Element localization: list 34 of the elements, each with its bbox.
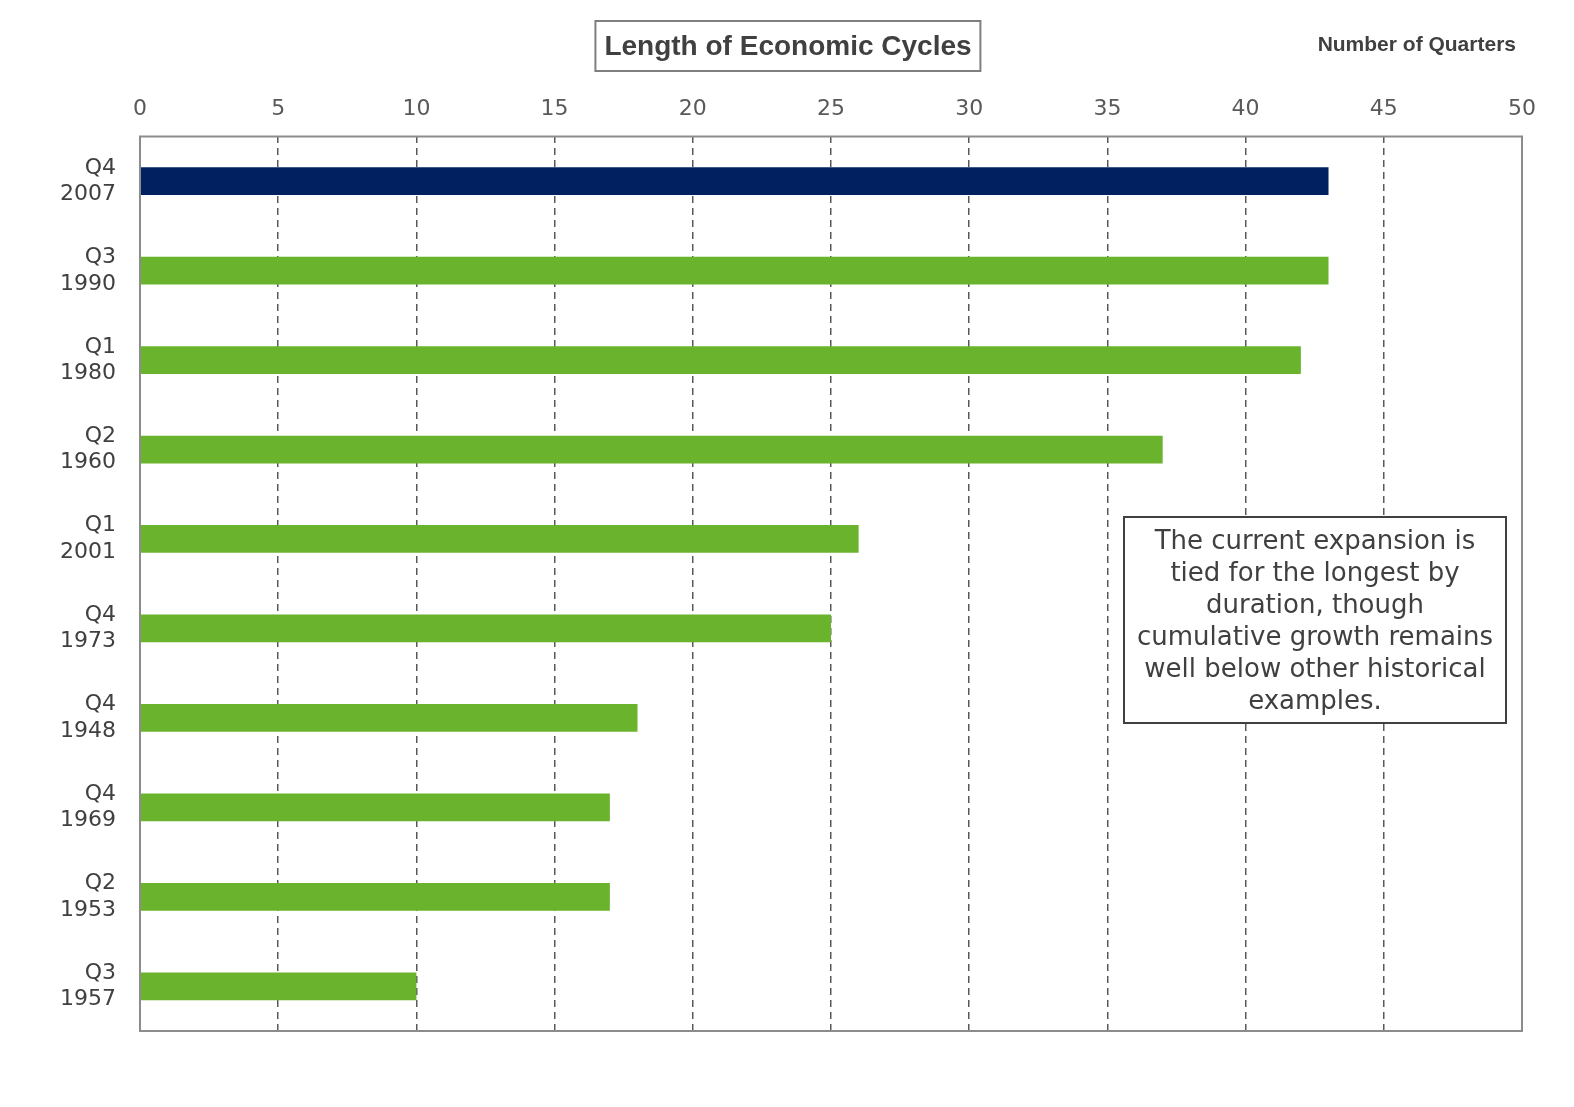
x-tick-label: 5 — [271, 94, 286, 120]
bar — [140, 256, 1329, 285]
x-tick-label: 20 — [678, 94, 707, 120]
x-tick-label: 15 — [540, 94, 569, 120]
bar — [140, 525, 859, 553]
bar — [140, 167, 1329, 195]
x-tick-label: 0 — [132, 94, 147, 120]
bar — [140, 704, 638, 732]
y-tick-label: Q4 1969 — [59, 779, 116, 832]
y-tick-label: Q1 1980 — [59, 332, 116, 384]
bar — [140, 972, 417, 1001]
x-tick-label: 50 — [1508, 94, 1536, 120]
x-tick-label: 10 — [402, 94, 431, 120]
y-tick-label: Q4 1948 — [59, 690, 116, 742]
x-tick-label: 25 — [816, 94, 845, 120]
annotation: The current expansion is tied for the longest by duration, though cumulative growth remains well below other historical examples. — [1123, 516, 1507, 724]
bar — [140, 614, 831, 643]
chart-title: Length of Economic Cycles — [594, 20, 982, 72]
y-tick-label: Q4 2007 — [59, 153, 116, 206]
y-tick-label: Q2 1960 — [59, 422, 116, 474]
bar — [140, 346, 1301, 374]
y-tick-label: Q3 1957 — [59, 958, 116, 1011]
bar — [140, 793, 610, 822]
x-tick-label: 45 — [1369, 94, 1398, 120]
bar — [140, 435, 1163, 464]
x-tick-label: 40 — [1231, 94, 1260, 120]
x-tick-label: 35 — [1093, 94, 1122, 120]
y-tick-label: Q4 1973 — [59, 600, 116, 653]
y-tick-label: Q3 1990 — [59, 243, 116, 295]
bar — [140, 882, 610, 911]
y-tick-label: Q2 1953 — [59, 869, 116, 921]
y-tick-label: Q1 2001 — [59, 511, 116, 563]
x-axis-title: Number of Quarters — [1317, 32, 1516, 56]
x-tick-label: 30 — [955, 94, 984, 120]
